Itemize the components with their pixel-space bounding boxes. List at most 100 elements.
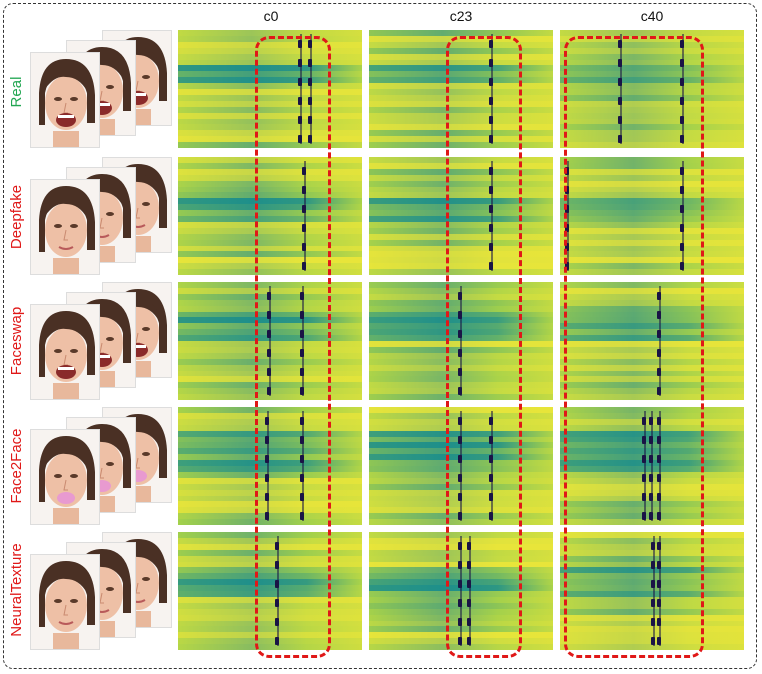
peak-marker bbox=[458, 387, 462, 395]
peak-marker bbox=[300, 436, 304, 444]
peak-marker bbox=[680, 40, 684, 48]
heatmap-band bbox=[560, 180, 744, 188]
heatmap-band bbox=[178, 142, 362, 148]
peak-marker bbox=[300, 512, 304, 520]
heatmap-band bbox=[560, 142, 744, 148]
peak-marker bbox=[275, 580, 279, 588]
heatmap-band bbox=[178, 41, 362, 49]
heatmap-band bbox=[560, 227, 744, 235]
heatmap-band bbox=[178, 407, 362, 414]
heatmap-cell bbox=[178, 282, 362, 400]
heatmap-cell bbox=[560, 30, 744, 148]
peak-line bbox=[469, 536, 471, 646]
heatmap-band bbox=[560, 100, 744, 108]
peak-marker bbox=[300, 349, 304, 357]
heatmap-band bbox=[560, 257, 744, 265]
peak-marker bbox=[467, 637, 471, 645]
row-label-real: Real bbox=[8, 76, 25, 108]
peak-marker bbox=[489, 436, 493, 444]
heatmap-band bbox=[560, 370, 744, 378]
peak-marker bbox=[267, 368, 271, 376]
peak-line bbox=[460, 411, 462, 521]
heatmap-band bbox=[369, 168, 553, 176]
heatmap-band bbox=[560, 47, 744, 55]
heatmap-band bbox=[369, 192, 553, 200]
heatmap-band bbox=[560, 41, 744, 49]
row-label-deepfake: Deepfake bbox=[8, 184, 25, 250]
peak-marker bbox=[618, 116, 622, 124]
peak-line bbox=[491, 34, 493, 144]
heatmap-band bbox=[560, 305, 744, 313]
face-stack bbox=[30, 157, 176, 275]
peak-marker bbox=[298, 116, 302, 124]
peak-marker bbox=[642, 455, 646, 463]
peak-marker bbox=[680, 224, 684, 232]
heatmap-band bbox=[178, 620, 362, 628]
heatmap-cell bbox=[178, 30, 362, 148]
heatmap-band bbox=[178, 638, 362, 646]
heatmap-cell bbox=[369, 532, 553, 650]
peak-marker bbox=[657, 417, 661, 425]
peak-marker bbox=[302, 205, 306, 213]
peak-marker bbox=[680, 262, 684, 270]
peak-marker bbox=[267, 387, 271, 395]
heatmap-band bbox=[560, 59, 744, 67]
peak-marker bbox=[489, 78, 493, 86]
peak-marker bbox=[649, 436, 653, 444]
heatmap-band bbox=[178, 239, 362, 247]
heatmap-band bbox=[560, 216, 744, 223]
heatmap-band bbox=[560, 157, 744, 164]
face-stack bbox=[30, 30, 176, 148]
peak-marker bbox=[489, 205, 493, 213]
peak-marker bbox=[458, 292, 462, 300]
peak-marker bbox=[267, 330, 271, 338]
heatmap-band bbox=[369, 216, 553, 223]
heatmap-band bbox=[178, 157, 362, 164]
peak-marker bbox=[489, 116, 493, 124]
heatmap-band bbox=[369, 53, 553, 61]
peak-marker bbox=[489, 97, 493, 105]
face-stack bbox=[30, 282, 176, 400]
peak-marker bbox=[489, 474, 493, 482]
peak-marker bbox=[618, 59, 622, 67]
heatmap-band bbox=[178, 210, 362, 217]
heatmap-band bbox=[560, 192, 744, 200]
heatmap-band bbox=[560, 287, 744, 295]
heatmap-band bbox=[369, 106, 553, 114]
peak-marker bbox=[618, 97, 622, 105]
peak-marker bbox=[651, 580, 655, 588]
face-image bbox=[30, 304, 100, 400]
heatmap-band bbox=[178, 204, 362, 212]
column-header-c23: c23 bbox=[449, 8, 473, 24]
heatmap-band bbox=[369, 251, 553, 259]
peak-marker bbox=[267, 292, 271, 300]
peak-marker bbox=[680, 97, 684, 105]
peak-marker bbox=[657, 368, 661, 376]
heatmap-band bbox=[178, 537, 362, 545]
peak-line bbox=[460, 536, 462, 646]
peak-marker bbox=[657, 561, 661, 569]
peak-marker bbox=[651, 637, 655, 645]
heatmap-band bbox=[560, 555, 744, 563]
peak-marker bbox=[680, 116, 684, 124]
heatmap-band bbox=[560, 124, 744, 132]
heatmap-band bbox=[178, 245, 362, 253]
peak-marker bbox=[458, 311, 462, 319]
peak-marker bbox=[657, 387, 661, 395]
heatmap-band bbox=[369, 47, 553, 55]
peak-line bbox=[651, 411, 653, 521]
peak-marker bbox=[489, 512, 493, 520]
peak-marker bbox=[680, 135, 684, 143]
peak-marker bbox=[458, 542, 462, 550]
peak-marker bbox=[565, 205, 569, 213]
heatmap-band bbox=[369, 30, 553, 37]
face-image bbox=[30, 179, 100, 275]
peak-marker bbox=[458, 330, 462, 338]
heatmap-band bbox=[560, 394, 744, 400]
peak-marker bbox=[565, 224, 569, 232]
peak-marker bbox=[302, 262, 306, 270]
heatmap-band bbox=[178, 442, 362, 450]
heatmap-band bbox=[178, 424, 362, 432]
heatmap-band bbox=[560, 532, 744, 539]
peak-marker bbox=[458, 349, 462, 357]
